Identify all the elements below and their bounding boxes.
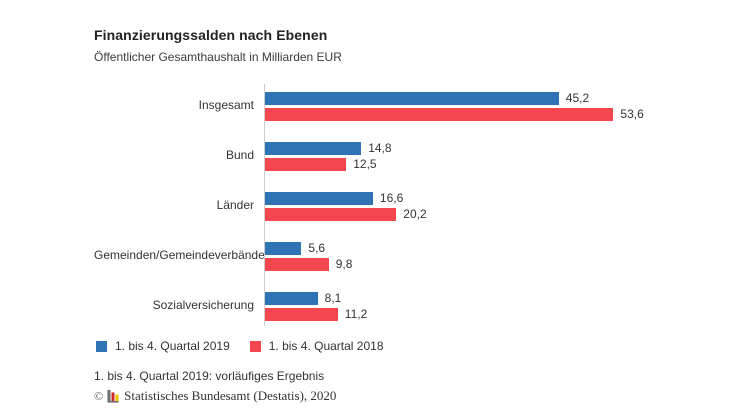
axis-line	[264, 84, 265, 326]
legend-label-2019: 1. bis 4. Quartal 2019	[115, 339, 230, 353]
bar-2018	[265, 107, 614, 121]
category-label: Länder	[216, 198, 254, 213]
bar-2018	[265, 257, 329, 271]
category-label: Insgesamt	[198, 98, 254, 113]
bar-2019	[265, 191, 373, 205]
bar-2018	[265, 207, 397, 221]
bar-group: Länder 16,6 20,2	[94, 181, 740, 231]
bar-2019	[265, 91, 559, 105]
copyright-symbol: ©	[94, 388, 104, 403]
bar-group: Gemeinden/Gemeindeverbände 5,6 9,8	[94, 231, 740, 281]
bar-group: Bund 14,8 12,5	[94, 131, 740, 181]
bar-2019	[265, 241, 302, 255]
value-label: 14,8	[368, 141, 392, 155]
value-label: 5,6	[308, 241, 326, 255]
value-label: 9,8	[335, 257, 353, 271]
value-label: 8,1	[324, 291, 342, 305]
bar-2019	[265, 291, 318, 305]
category-label: Bund	[225, 148, 254, 163]
plot-area: Insgesamt 45,2 53,6 Bund 14,8 12,5 Lände…	[94, 81, 740, 331]
category-label: Gemeinden/Gemeindeverbände	[94, 248, 265, 263]
footnote: 1. bis 4. Quartal 2019: vorläufiges Erge…	[94, 369, 325, 383]
bar-2018	[265, 307, 338, 321]
copyright-text: Statistisches Bundesamt (Destatis), 2020	[124, 388, 337, 403]
legend-swatch-2018-icon	[249, 340, 261, 352]
legend: 1. bis 4. Quartal 2019 1. bis 4. Quartal…	[96, 339, 740, 353]
value-label: 16,6	[379, 191, 404, 205]
value-label: 12,5	[353, 157, 377, 171]
chart-title: Finanzierungssalden nach Ebenen	[94, 27, 328, 43]
legend-swatch-2019-icon	[96, 340, 107, 352]
value-label: 20,2	[403, 207, 427, 221]
copyright: © Statistisches Bundesamt (Destatis), 20…	[94, 388, 740, 404]
destatis-logo-icon	[107, 389, 119, 403]
category-label: Sozialversicherung	[152, 298, 254, 313]
value-label: 53,6	[620, 107, 644, 121]
bar-2018	[265, 157, 347, 171]
bar-2019	[265, 141, 362, 155]
legend-item-2018: 1. bis 4. Quartal 2018	[249, 339, 384, 353]
value-label: 11,2	[344, 307, 368, 321]
legend-label-2018: 1. bis 4. Quartal 2018	[268, 339, 384, 353]
bar-group: Insgesamt 45,2 53,6	[94, 81, 740, 131]
bar-group: Sozialversicherung 8,1 11,2	[94, 281, 740, 331]
chart-subtitle: Öffentlicher Gesamthaushalt in Milliarde…	[94, 50, 342, 64]
legend-item-2019: 1. bis 4. Quartal 2019	[96, 339, 230, 353]
value-label: 45,2	[565, 91, 590, 105]
